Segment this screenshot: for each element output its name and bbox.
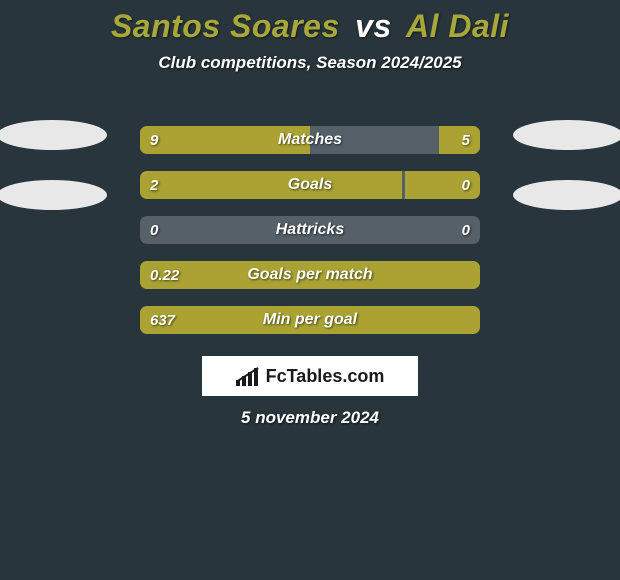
stat-label: Goals per match xyxy=(140,261,480,289)
logo-text: FcTables.com xyxy=(266,366,385,387)
date-text: 5 november 2024 xyxy=(0,408,620,428)
subtitle: Club competitions, Season 2024/2025 xyxy=(0,53,620,73)
player-shadow-right xyxy=(513,120,620,150)
title-player1: Santos Soares xyxy=(111,8,340,44)
barchart-icon xyxy=(236,366,260,386)
player-shadow-left xyxy=(0,180,107,210)
player-shadow-right xyxy=(513,180,620,210)
stat-label: Goals xyxy=(140,171,480,199)
title-player2: Al Dali xyxy=(406,8,509,44)
right-ellipse-column xyxy=(508,120,620,210)
player-shadow-left xyxy=(0,120,107,150)
page-title: Santos Soares vs Al Dali xyxy=(0,0,620,45)
stat-row: 637Min per goal xyxy=(140,306,480,334)
title-vs: vs xyxy=(355,8,392,44)
stat-label: Matches xyxy=(140,126,480,154)
stat-label: Hattricks xyxy=(140,216,480,244)
site-logo: FcTables.com xyxy=(202,356,418,396)
stat-row: 20Goals xyxy=(140,171,480,199)
left-ellipse-column xyxy=(0,120,112,210)
stat-row: 95Matches xyxy=(140,126,480,154)
stat-label: Min per goal xyxy=(140,306,480,334)
stat-bars: 95Matches 20Goals 00Hattricks 0.22Goals per… xyxy=(140,126,480,334)
stat-row: 00Hattricks xyxy=(140,216,480,244)
stat-row: 0.22Goals per match xyxy=(140,261,480,289)
